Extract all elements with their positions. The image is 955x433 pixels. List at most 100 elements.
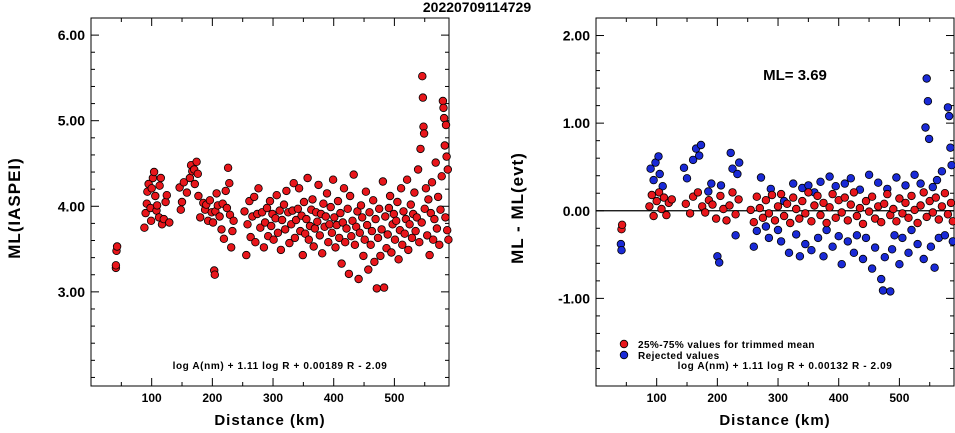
data-point (874, 178, 883, 187)
data-point (657, 204, 666, 214)
data-point (617, 220, 627, 229)
data-point (649, 211, 658, 221)
data-point (177, 197, 187, 207)
data-point (343, 204, 352, 213)
data-point (354, 274, 363, 284)
data-point (843, 237, 852, 246)
data-point (944, 111, 954, 121)
x-tick-label: 500 (384, 391, 404, 405)
data-point (321, 212, 330, 221)
y-tick-label: -1.00 (558, 290, 590, 306)
data-point (658, 181, 667, 191)
data-point (259, 243, 269, 252)
data-point (904, 213, 913, 222)
data-point (438, 96, 448, 106)
data-point (816, 177, 825, 186)
data-point (275, 206, 284, 215)
x-tick-label: 200 (707, 391, 727, 405)
data-point (281, 225, 290, 234)
data-point (916, 179, 925, 188)
y-tick-label: 3.00 (58, 284, 85, 300)
data-point (946, 143, 955, 152)
data-point (337, 259, 346, 268)
data-point (381, 212, 390, 221)
x-tick-label: 300 (768, 391, 788, 405)
data-point (940, 188, 950, 198)
data-point (779, 211, 789, 221)
data-point (176, 205, 185, 214)
data-point (822, 225, 831, 235)
data-point (922, 74, 931, 83)
data-point (784, 248, 794, 257)
data-point (364, 265, 373, 274)
data-point (385, 191, 395, 201)
data-point (141, 208, 150, 218)
data-point (749, 217, 758, 227)
data-point (339, 184, 349, 193)
data-point (919, 188, 928, 197)
data-point (427, 178, 437, 187)
data-point (147, 184, 156, 193)
data-point (652, 196, 661, 206)
data-point (392, 216, 401, 225)
series-0 (111, 71, 453, 293)
data-point (335, 233, 344, 243)
data-point (242, 250, 251, 260)
y-tick-label: 5.00 (58, 113, 85, 129)
data-point (946, 198, 955, 208)
data-point (722, 216, 731, 225)
data-point (852, 211, 862, 221)
data-point (338, 218, 347, 227)
data-point (194, 191, 203, 201)
data-point (837, 208, 846, 217)
data-point (704, 187, 713, 196)
data-point (182, 188, 192, 197)
data-point (733, 169, 742, 179)
data-point (923, 96, 933, 106)
data-point (265, 196, 275, 206)
data-point (440, 141, 449, 150)
data-point (870, 243, 880, 252)
data-point (383, 230, 392, 239)
data-point (412, 213, 421, 222)
data-point (430, 214, 439, 224)
data-point (325, 220, 334, 229)
data-point (315, 231, 324, 240)
data-point (822, 218, 831, 228)
data-point (370, 257, 379, 267)
data-point (246, 232, 255, 242)
data-point (152, 201, 162, 210)
data-point (407, 233, 417, 243)
y-tick-label: 2.00 (563, 28, 590, 44)
data-point (816, 210, 825, 220)
data-point (840, 193, 849, 202)
data-point (819, 252, 828, 261)
data-point (151, 191, 160, 201)
data-point (716, 181, 726, 190)
data-point (146, 216, 156, 225)
data-point (371, 214, 380, 224)
data-point (870, 214, 880, 223)
data-point (223, 163, 233, 172)
data-point (353, 207, 362, 216)
data-point (436, 205, 445, 214)
plot-frame (90, 17, 450, 387)
data-point (924, 134, 934, 144)
data-point (861, 196, 871, 206)
data-point (837, 260, 846, 269)
data-point (886, 287, 895, 296)
data-point (279, 200, 289, 209)
data-point (907, 225, 916, 235)
data-point (801, 209, 810, 218)
data-point (655, 169, 664, 179)
data-point (756, 173, 766, 182)
data-point (179, 178, 188, 187)
data-point (327, 228, 337, 237)
data-point (776, 189, 786, 199)
ml-value-label: ML= 3.69 (763, 67, 827, 84)
data-point (419, 129, 429, 138)
data-point (840, 179, 849, 188)
data-point (205, 196, 215, 205)
data-point (361, 187, 371, 196)
data-point (943, 210, 953, 219)
